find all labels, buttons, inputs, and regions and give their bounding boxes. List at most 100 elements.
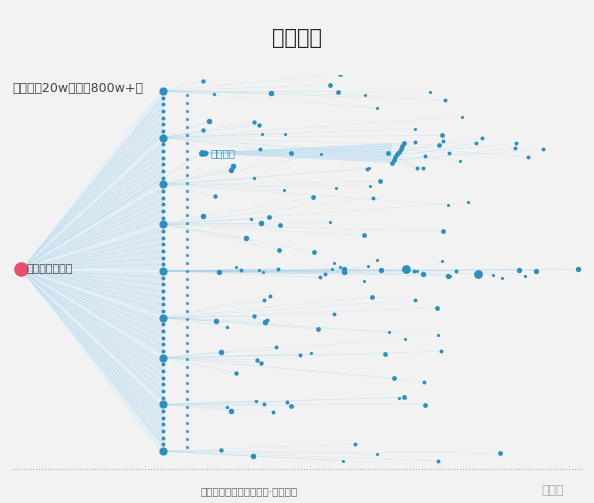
Point bbox=[182, 267, 192, 275]
Point bbox=[391, 153, 400, 161]
Point bbox=[326, 80, 335, 89]
Point bbox=[159, 187, 168, 195]
Point bbox=[316, 150, 326, 158]
Point bbox=[523, 153, 532, 161]
Point bbox=[182, 443, 192, 451]
Point bbox=[573, 265, 582, 273]
Point bbox=[182, 355, 192, 363]
Point bbox=[274, 246, 284, 254]
Point bbox=[363, 263, 372, 271]
Point bbox=[159, 94, 168, 102]
Point bbox=[159, 100, 168, 108]
Point bbox=[159, 407, 168, 415]
Point bbox=[372, 256, 382, 264]
Point bbox=[489, 271, 498, 279]
Point bbox=[248, 452, 258, 460]
Point bbox=[182, 275, 192, 283]
Point bbox=[182, 155, 192, 163]
Point bbox=[433, 331, 443, 339]
Point bbox=[159, 140, 168, 148]
Point bbox=[159, 200, 168, 208]
Point bbox=[159, 394, 168, 402]
Point bbox=[159, 367, 168, 375]
Point bbox=[443, 272, 453, 280]
Point bbox=[254, 266, 264, 274]
Point bbox=[229, 162, 238, 170]
Point bbox=[214, 268, 223, 276]
Point bbox=[320, 270, 330, 278]
Point bbox=[520, 272, 529, 280]
Point bbox=[232, 264, 241, 272]
Point bbox=[451, 267, 461, 275]
Point bbox=[514, 266, 523, 274]
Point bbox=[329, 259, 339, 267]
Point bbox=[159, 147, 168, 155]
Point bbox=[418, 270, 428, 278]
Point bbox=[511, 139, 520, 147]
Point bbox=[394, 147, 403, 155]
Point bbox=[372, 104, 382, 112]
Point bbox=[296, 351, 305, 359]
Text: 互动量近20w；影响800w+人: 互动量近20w；影响800w+人 bbox=[12, 81, 143, 95]
Point bbox=[410, 267, 419, 275]
Point bbox=[182, 163, 192, 171]
Point bbox=[375, 177, 385, 185]
Point bbox=[438, 257, 447, 265]
Point bbox=[340, 265, 349, 273]
Point bbox=[263, 316, 272, 324]
Point bbox=[159, 427, 168, 435]
Point bbox=[236, 266, 245, 274]
Point bbox=[444, 201, 453, 209]
Point bbox=[210, 91, 219, 99]
Point bbox=[159, 307, 168, 315]
Point bbox=[280, 130, 290, 138]
Point bbox=[159, 160, 168, 169]
Point bbox=[182, 139, 192, 147]
Point bbox=[159, 214, 168, 222]
Point bbox=[182, 331, 192, 339]
Point bbox=[159, 120, 168, 128]
Point bbox=[159, 320, 168, 328]
Point bbox=[182, 235, 192, 243]
Point bbox=[159, 127, 168, 135]
Text: 我和基友的日常: 我和基友的日常 bbox=[27, 264, 73, 274]
Point bbox=[437, 131, 447, 139]
Point bbox=[329, 310, 339, 318]
Point bbox=[538, 145, 547, 153]
Point bbox=[182, 363, 192, 371]
Point bbox=[241, 234, 250, 242]
Point bbox=[341, 268, 350, 276]
Point bbox=[394, 394, 403, 402]
Text: 数据分析工具：识微科技·识微商情: 数据分析工具：识微科技·识微商情 bbox=[201, 486, 298, 496]
Point bbox=[457, 113, 467, 121]
Point bbox=[182, 291, 192, 299]
Point bbox=[338, 457, 347, 465]
Point bbox=[182, 195, 192, 203]
Point bbox=[159, 261, 168, 269]
Point bbox=[159, 354, 168, 362]
Point bbox=[210, 192, 220, 200]
Point bbox=[182, 435, 192, 443]
Point bbox=[182, 387, 192, 395]
Point bbox=[361, 91, 370, 99]
Point bbox=[283, 398, 292, 406]
Polygon shape bbox=[202, 143, 392, 162]
Point bbox=[182, 203, 192, 211]
Point bbox=[412, 164, 422, 172]
Point bbox=[159, 280, 168, 288]
Point bbox=[182, 219, 192, 227]
Point bbox=[159, 267, 168, 275]
Point bbox=[182, 123, 192, 131]
Point bbox=[159, 234, 168, 242]
Point bbox=[182, 395, 192, 403]
Point bbox=[308, 193, 318, 201]
Point bbox=[159, 374, 168, 382]
Point bbox=[159, 220, 168, 228]
Point bbox=[271, 343, 281, 351]
Point bbox=[366, 293, 376, 301]
Point bbox=[372, 450, 382, 458]
Point bbox=[340, 268, 349, 276]
Text: 嗡神游: 嗡神游 bbox=[541, 484, 564, 497]
Point bbox=[464, 198, 473, 206]
Point bbox=[159, 153, 168, 161]
